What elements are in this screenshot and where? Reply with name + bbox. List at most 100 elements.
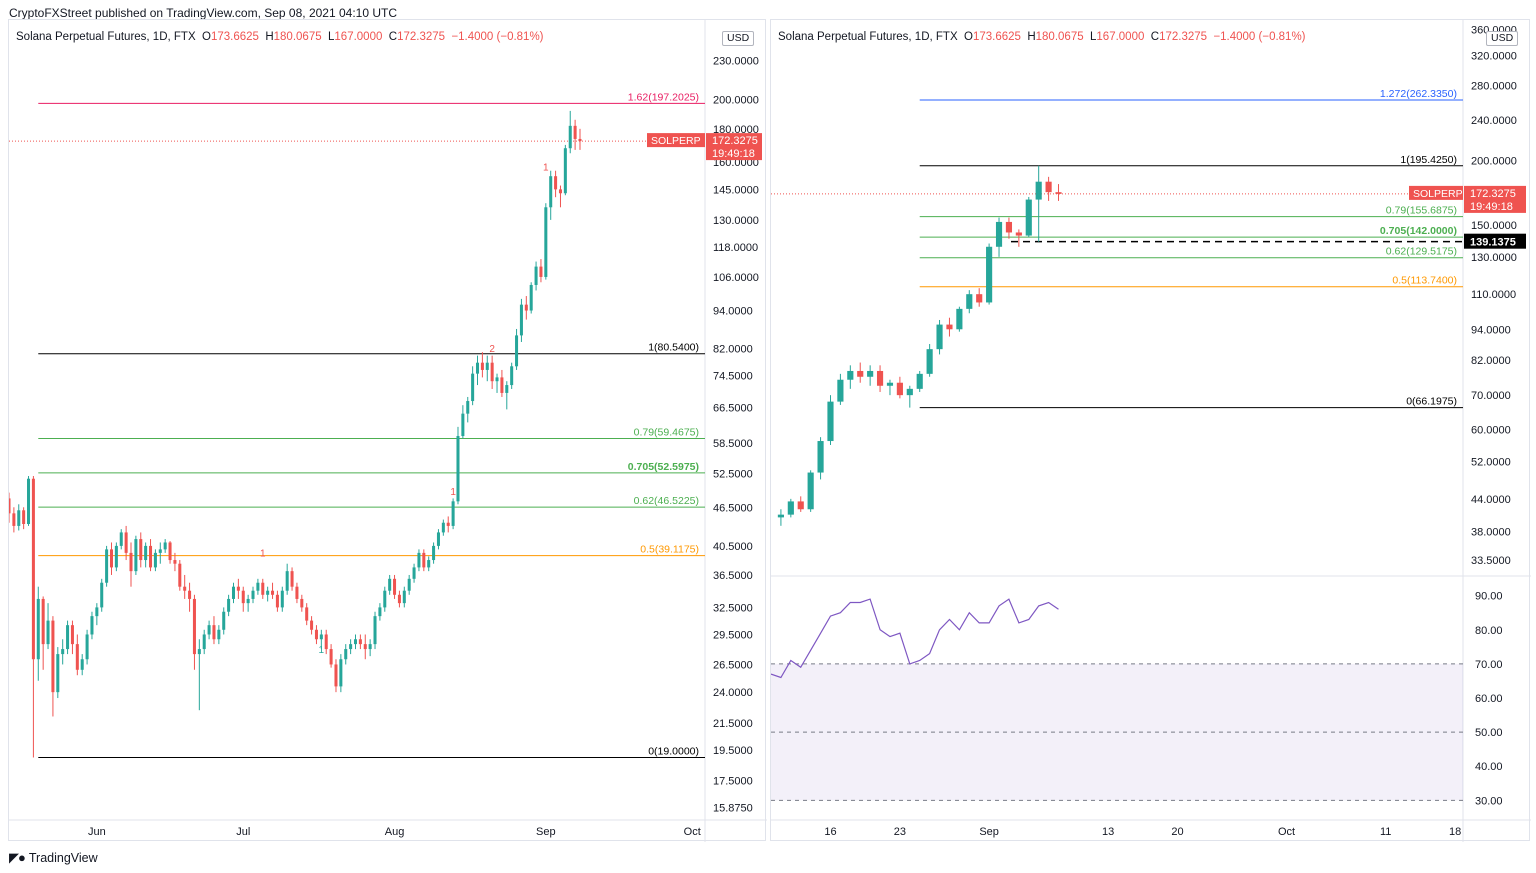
candle-body — [129, 552, 133, 572]
candle-body — [353, 639, 358, 645]
candle-body — [1045, 181, 1052, 193]
candle-body — [344, 649, 348, 660]
price-tag-value: 172.3275 — [712, 135, 758, 147]
candle-body — [896, 382, 903, 396]
candle-body — [432, 545, 436, 561]
fib-level-label: 0.5(113.7400) — [1392, 275, 1457, 287]
candle-body — [324, 634, 328, 650]
tradingview-brand[interactable]: ◤● TradingView — [9, 850, 98, 866]
chart-canvas-right[interactable]: 360.0000320.0000280.0000240.0000200.0000… — [771, 20, 1531, 842]
candle-body — [119, 532, 123, 546]
candle-body — [95, 607, 99, 617]
candle-body — [886, 382, 894, 386]
candle-body — [256, 582, 260, 591]
candle-body — [246, 598, 250, 604]
sequence-marker: 1 — [543, 163, 549, 174]
candle-body — [183, 586, 187, 591]
candle-body — [787, 501, 794, 515]
candle-body — [310, 620, 314, 630]
price-tick-label: 130.0000 — [713, 215, 759, 227]
candle-body — [378, 607, 382, 617]
price-tick-label: 106.0000 — [713, 272, 759, 284]
candle-body — [524, 304, 528, 311]
price-tick-label: 32.5000 — [713, 602, 753, 614]
tradingview-logo-icon: ◤● — [9, 850, 26, 865]
candle-body — [549, 176, 553, 208]
candle-body — [986, 246, 993, 303]
candle-body — [329, 649, 333, 665]
candle-body — [388, 578, 392, 591]
candle-body — [534, 266, 538, 285]
legend-c-label: C — [1150, 31, 1160, 43]
time-tick-label: 13 — [1102, 826, 1114, 838]
candle-body — [451, 501, 455, 526]
currency-label-left[interactable]: USD — [722, 31, 755, 46]
price-tick-label: 52.5000 — [713, 468, 753, 480]
price-tag-bg — [706, 133, 762, 161]
time-tick-label: Sep — [536, 826, 556, 838]
price-tick-label: 52.0000 — [1471, 457, 1511, 469]
candle-body — [554, 176, 558, 190]
candle-body — [41, 598, 45, 645]
candle-body — [319, 634, 323, 640]
candle-body — [578, 138, 582, 142]
candle-body — [153, 552, 157, 568]
candle-body — [1005, 221, 1013, 233]
candle-body — [368, 644, 372, 650]
candle-body — [412, 567, 416, 579]
candle-body — [456, 436, 460, 502]
candle-body — [207, 625, 211, 635]
candle-body — [56, 654, 60, 693]
legend-o-label: O — [964, 31, 973, 43]
price-tag-countdown: 19:49:18 — [712, 148, 755, 160]
legend-change: −1.4000 (−0.81%) — [451, 31, 544, 43]
price-tick-label: 58.5000 — [713, 438, 753, 450]
rsi-tick-label: 70.00 — [1475, 659, 1503, 671]
chart-panel-right[interactable]: 360.0000320.0000280.0000240.0000200.0000… — [770, 19, 1531, 842]
candle-body — [475, 362, 480, 374]
candle-body — [109, 549, 113, 568]
candle-body — [75, 644, 79, 670]
candle-body — [334, 664, 338, 687]
candle-body — [197, 649, 201, 655]
price-tick-label: 94.0000 — [713, 306, 753, 318]
price-tick-label: 26.5000 — [713, 659, 753, 671]
symbol-tag-text: SOLPERP — [1413, 188, 1463, 200]
candle-body — [797, 501, 804, 510]
candle-body — [251, 590, 255, 599]
candle-body — [495, 377, 499, 382]
candle-body — [158, 549, 162, 553]
candle-body — [480, 362, 484, 370]
candle-body — [417, 552, 421, 568]
candle-body — [314, 629, 318, 640]
candle-body — [295, 586, 299, 599]
price-tick-label: 74.5000 — [713, 371, 753, 383]
rsi-line — [771, 598, 1059, 679]
candle-body — [300, 598, 304, 608]
candle-body — [777, 514, 784, 518]
candle-body — [280, 590, 284, 608]
currency-label-right[interactable]: USD — [1486, 31, 1519, 46]
candle-body — [515, 335, 519, 367]
candle-body — [397, 594, 401, 604]
candle-body — [505, 385, 509, 393]
candle-body — [1015, 232, 1022, 236]
candle-body — [100, 582, 104, 608]
candle-body — [422, 552, 426, 568]
candle-body — [51, 620, 55, 693]
candle-body — [105, 549, 109, 583]
candle-body — [827, 401, 834, 442]
chart-canvas-left[interactable]: 230.0000200.0000180.0000160.0000145.0000… — [9, 20, 767, 842]
time-tick-label: Sep — [979, 826, 999, 838]
fib-level-label: 0.79(155.6875) — [1386, 205, 1457, 217]
chart-panel-left[interactable]: 230.0000 200.0000 180.0000 160.0000 145.0000… — [8, 19, 767, 842]
candle-body — [22, 510, 26, 524]
candle-body — [946, 324, 953, 330]
price-tick-label: 60.0000 — [1471, 425, 1511, 437]
candle-body — [485, 362, 489, 370]
legend-open: 173.6625 — [210, 31, 259, 43]
fib-level-label: 1(80.5400) — [648, 342, 699, 354]
candle-body — [241, 590, 245, 604]
price-tick-label: 33.5000 — [1471, 555, 1511, 567]
sequence-marker: 1 — [319, 645, 325, 656]
